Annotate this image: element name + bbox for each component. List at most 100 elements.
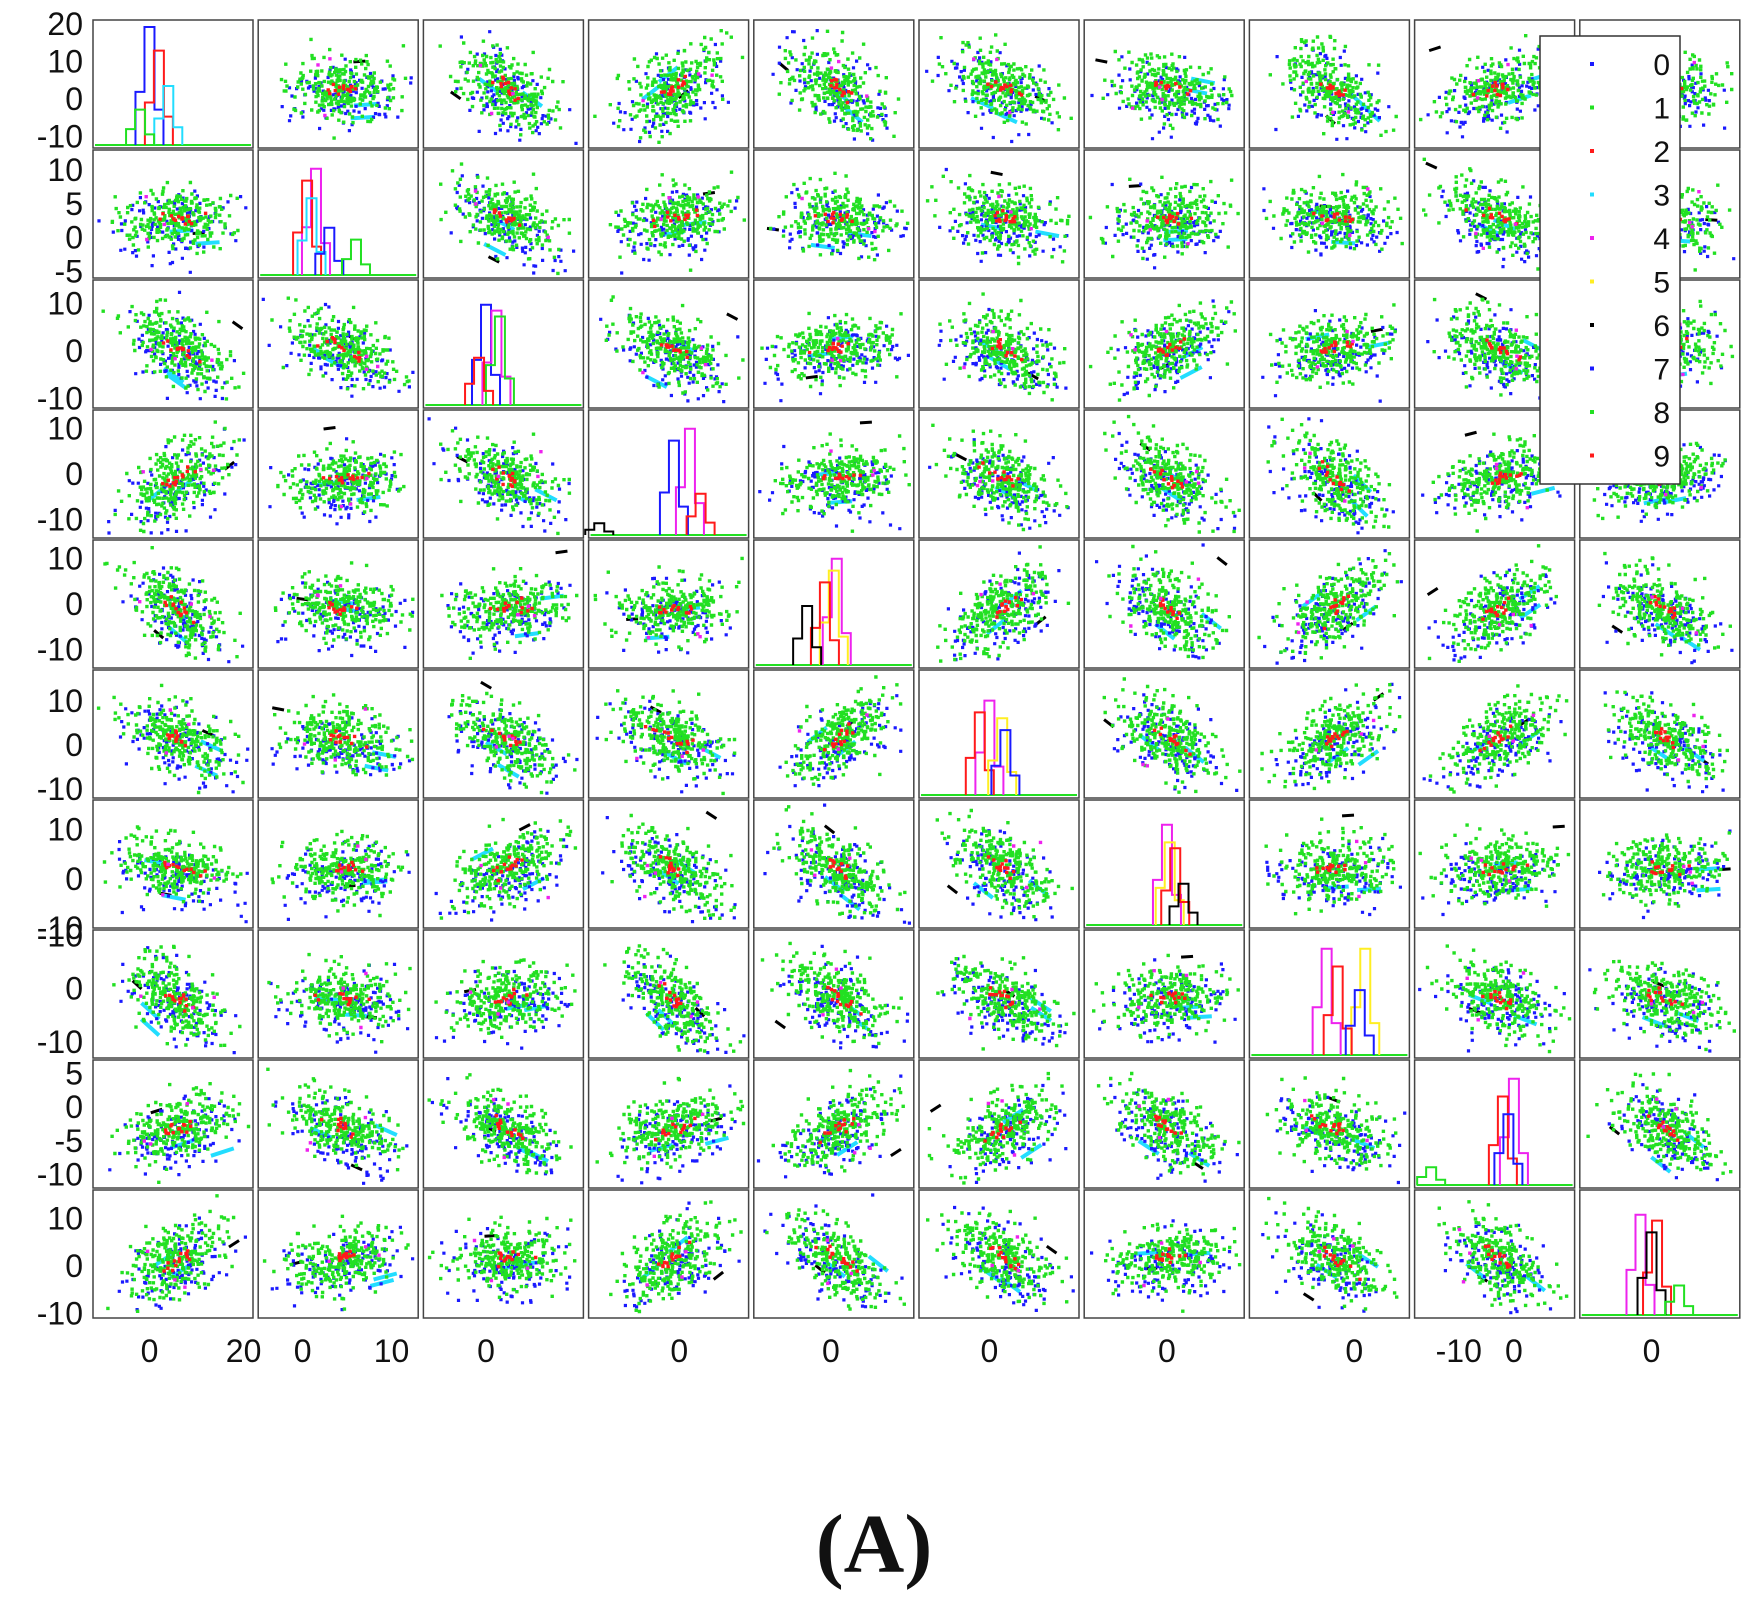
scatter-marks-class-0 xyxy=(440,1227,572,1305)
panel-frame xyxy=(753,539,915,669)
row-5-tick-label: 0 xyxy=(65,586,83,622)
hist-bar-class-2 xyxy=(1487,1095,1518,1185)
scatter-marks-class-2 xyxy=(328,729,369,749)
scatter-marks-class-6 xyxy=(480,680,492,690)
row-8-tick-label: 0 xyxy=(65,971,83,1007)
column-6-tick-label: 0 xyxy=(981,1333,999,1369)
scatter-marks-class-2 xyxy=(1154,1114,1183,1135)
scatter-marks-class-2 xyxy=(654,1116,697,1142)
scatter-marks-class-1 xyxy=(608,170,746,272)
scatter-marks-class-1 xyxy=(935,808,1074,919)
panel-r4-c7 xyxy=(1083,409,1245,539)
panel-r8-c5 xyxy=(753,929,915,1059)
panel-r4-c1 xyxy=(92,409,254,539)
scatter-marks-class-2 xyxy=(657,604,694,615)
panel-r9-c3 xyxy=(422,1059,585,1189)
scatter-marks-class-0 xyxy=(1426,308,1567,400)
hist-bar-class-2 xyxy=(1322,965,1353,1055)
legend-marker xyxy=(1590,279,1594,284)
hist-bar-class-1 xyxy=(340,238,371,275)
scatter-marks-class-4 xyxy=(641,346,708,375)
scatter-marks-class-1 xyxy=(101,298,246,401)
scatter-marks-class-2 xyxy=(1471,80,1510,98)
scatter-marks-class-6 xyxy=(946,884,959,895)
scatter-marks-class-1 xyxy=(439,817,578,920)
scatter-marks-class-2 xyxy=(161,465,197,488)
row-6-tick-label: 10 xyxy=(47,683,83,719)
legend-marker xyxy=(1590,410,1594,414)
scatter-marks-class-3 xyxy=(1179,365,1203,380)
scatter-marks-class-1 xyxy=(771,1068,905,1173)
scatter-marks-class-6 xyxy=(518,823,531,832)
column-2-tick-label: 10 xyxy=(374,1333,410,1369)
column-4-tick-label: 0 xyxy=(670,1333,688,1369)
scatter-marks-class-6 xyxy=(555,549,568,555)
scatter-marks-class-4 xyxy=(161,862,217,897)
panel-r8-c9 xyxy=(1413,929,1576,1059)
scatter-marks-class-1 xyxy=(1265,1076,1398,1171)
scatter-marks-class-1 xyxy=(1425,944,1572,1054)
legend-entry-2: 2 xyxy=(1590,136,1670,169)
legend-entry-6: 6 xyxy=(1590,310,1670,343)
panel-label: (A) xyxy=(815,1498,933,1591)
scatter-marks-class-1 xyxy=(1092,953,1240,1040)
panel-frame xyxy=(918,1059,1080,1189)
legend-marker xyxy=(1590,323,1594,327)
hist-bar-class-0 xyxy=(658,439,689,535)
hist-bar-class-1 xyxy=(1664,1284,1695,1315)
hist-bar-class-4 xyxy=(1498,1077,1529,1185)
scatter-marks-class-1 xyxy=(773,432,911,533)
hist-bar-class-5 xyxy=(1350,947,1381,1055)
scatter-matrix-panels xyxy=(92,19,1741,1319)
scatter-marks-class-2 xyxy=(316,336,362,363)
scatter-marks-class-0 xyxy=(1603,691,1725,794)
panel-r8-c2 xyxy=(257,929,419,1059)
row-2-tick-label: 0 xyxy=(65,220,83,256)
scatter-marks-class-4 xyxy=(1296,600,1309,635)
scatter-marks-class-6 xyxy=(1045,1244,1058,1255)
scatter-marks-class-4 xyxy=(339,844,368,874)
scatter-marks-class-2 xyxy=(658,855,681,878)
scatter-marks-class-2 xyxy=(1310,1114,1345,1136)
panel-r6-c6 xyxy=(918,669,1080,799)
scatter-marks-class-0 xyxy=(942,957,1067,1046)
panel-r10-c7 xyxy=(1083,1189,1245,1319)
hist-bar-class-5 xyxy=(818,569,849,665)
scatter-marks-class-4 xyxy=(1184,470,1201,485)
scatter-marks-class-2 xyxy=(829,77,854,105)
legend-marker xyxy=(1590,236,1594,240)
panel-r7-c9 xyxy=(1413,799,1576,929)
scatter-marks-class-1 xyxy=(784,675,903,786)
scatter-marks-class-0 xyxy=(108,1094,241,1177)
scatter-marks-class-2 xyxy=(818,1117,856,1145)
scatter-marks-class-1 xyxy=(1437,1200,1569,1308)
panel-r6-c8 xyxy=(1248,669,1411,799)
row-1-tick-label: -10 xyxy=(37,119,83,155)
scatter-marks-class-2 xyxy=(166,729,188,748)
scatter-marks-class-6 xyxy=(1180,954,1194,959)
scatter-marks-class-2 xyxy=(1154,1247,1188,1265)
scatter-marks-class-1 xyxy=(273,693,415,777)
row-8-tick-label: -10 xyxy=(37,917,83,953)
panel-r6-c1 xyxy=(92,669,254,799)
scatter-marks-class-1 xyxy=(1418,823,1571,908)
scatter-marks-class-0 xyxy=(1601,561,1734,665)
scatter-marks-class-1 xyxy=(1107,544,1231,660)
scatter-marks-class-0 xyxy=(1095,543,1221,660)
scatter-marks-class-6 xyxy=(890,1147,902,1158)
scatter-marks-class-2 xyxy=(813,210,854,225)
scatter-marks-class-2 xyxy=(491,75,520,102)
scatter-marks-class-6 xyxy=(929,1103,942,1113)
scatter-marks-class-3 xyxy=(199,739,224,754)
scatter-marks-class-2 xyxy=(1315,863,1347,874)
scatter-marks-class-1 xyxy=(1103,414,1241,534)
panel-frame xyxy=(587,1189,750,1319)
scatter-marks-class-6 xyxy=(1128,184,1141,188)
scatter-marks-class-2 xyxy=(989,1245,1021,1271)
legend-entry-1: 1 xyxy=(1590,93,1670,126)
row-7-tick-label: 0 xyxy=(65,861,83,897)
panel-r1-c1 xyxy=(92,19,254,149)
scatter-marks-class-2 xyxy=(1325,729,1349,749)
scatter-marks-class-2 xyxy=(1156,211,1194,226)
hist-bar-class-0 xyxy=(134,26,165,145)
